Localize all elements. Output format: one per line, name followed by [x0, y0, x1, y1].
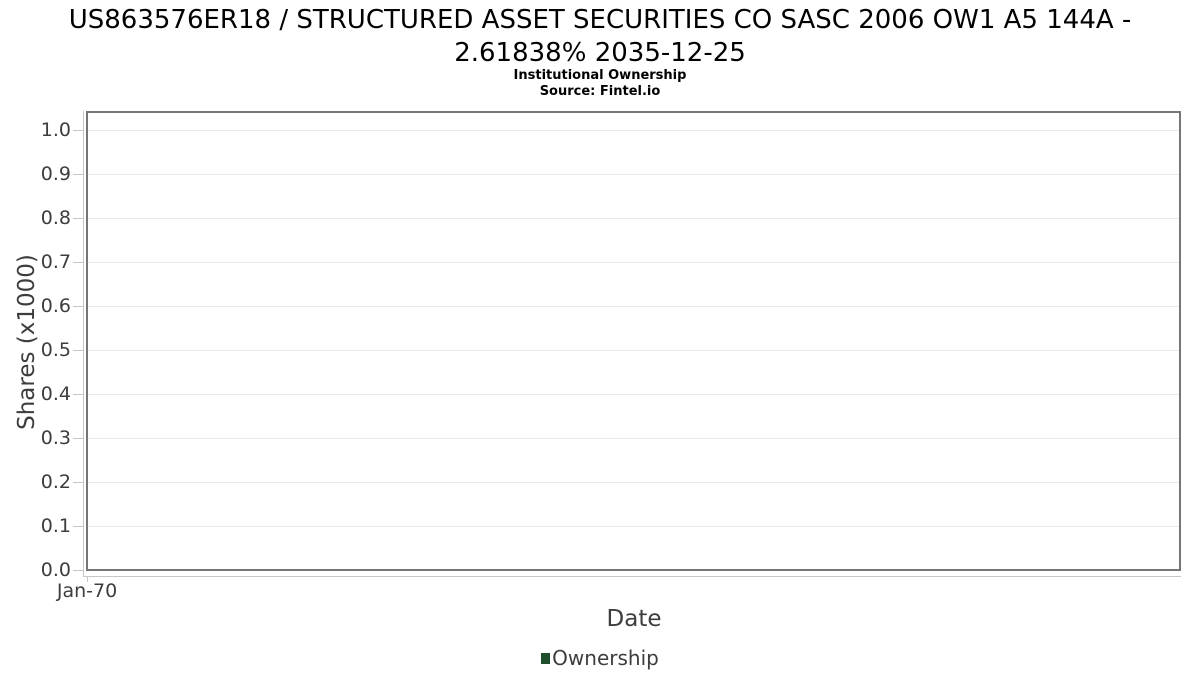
gridline [88, 482, 1179, 483]
y-axis-tick [73, 394, 83, 395]
gridline [88, 218, 1179, 219]
x-axis-title: Date [606, 606, 662, 632]
y-tick-label: 0.4 [40, 383, 71, 405]
y-axis-tick [73, 350, 83, 351]
gridline [88, 394, 1179, 395]
y-tick-label: 0.3 [40, 427, 71, 449]
y-tick-label: 0.1 [40, 515, 71, 537]
plot-area [86, 111, 1181, 571]
chart-title-line2: 2.61838% 2035-12-25 [454, 38, 746, 68]
y-axis-tick [73, 262, 83, 263]
gridline [88, 174, 1179, 175]
gridline [88, 262, 1179, 263]
y-axis-tick [73, 174, 83, 175]
legend-swatch-icon [541, 652, 551, 664]
gridline [88, 526, 1179, 527]
x-axis-line [83, 576, 1181, 577]
gridline [88, 130, 1179, 131]
chart-source: Source: Fintel.io [539, 84, 661, 99]
chart-title-line1: US863576ER18 / STRUCTURED ASSET SECURITI… [68, 5, 1132, 35]
y-tick-label: 0.6 [40, 295, 71, 317]
x-tick-label: Jan-70 [56, 580, 118, 602]
x-axis-tick [87, 576, 88, 582]
y-tick-label: 0.2 [40, 471, 71, 493]
y-axis-tick [73, 482, 83, 483]
y-axis-line [83, 111, 84, 576]
y-tick-label: 1.0 [40, 119, 71, 141]
y-axis-tick [73, 218, 83, 219]
y-axis-tick [73, 570, 83, 571]
y-tick-label: 0.5 [40, 339, 71, 361]
y-axis-tick [73, 438, 83, 439]
y-axis-tick [73, 130, 83, 131]
y-tick-label: 0.9 [40, 163, 71, 185]
y-axis-tick [73, 526, 83, 527]
chart-title: US863576ER18 / STRUCTURED ASSET SECURITI… [20, 4, 1180, 70]
y-tick-label: 0.8 [40, 207, 71, 229]
legend-label: Ownership [552, 646, 659, 670]
y-axis-tick [73, 306, 83, 307]
gridline [88, 350, 1179, 351]
legend-item-ownership[interactable]: Ownership [541, 646, 659, 670]
chart-subtitle: Institutional Ownership [513, 68, 687, 83]
y-tick-label: 0.0 [40, 559, 71, 581]
gridline [88, 306, 1179, 307]
legend: Ownership [0, 646, 1200, 670]
gridline [88, 438, 1179, 439]
y-tick-label: 0.7 [40, 251, 71, 273]
